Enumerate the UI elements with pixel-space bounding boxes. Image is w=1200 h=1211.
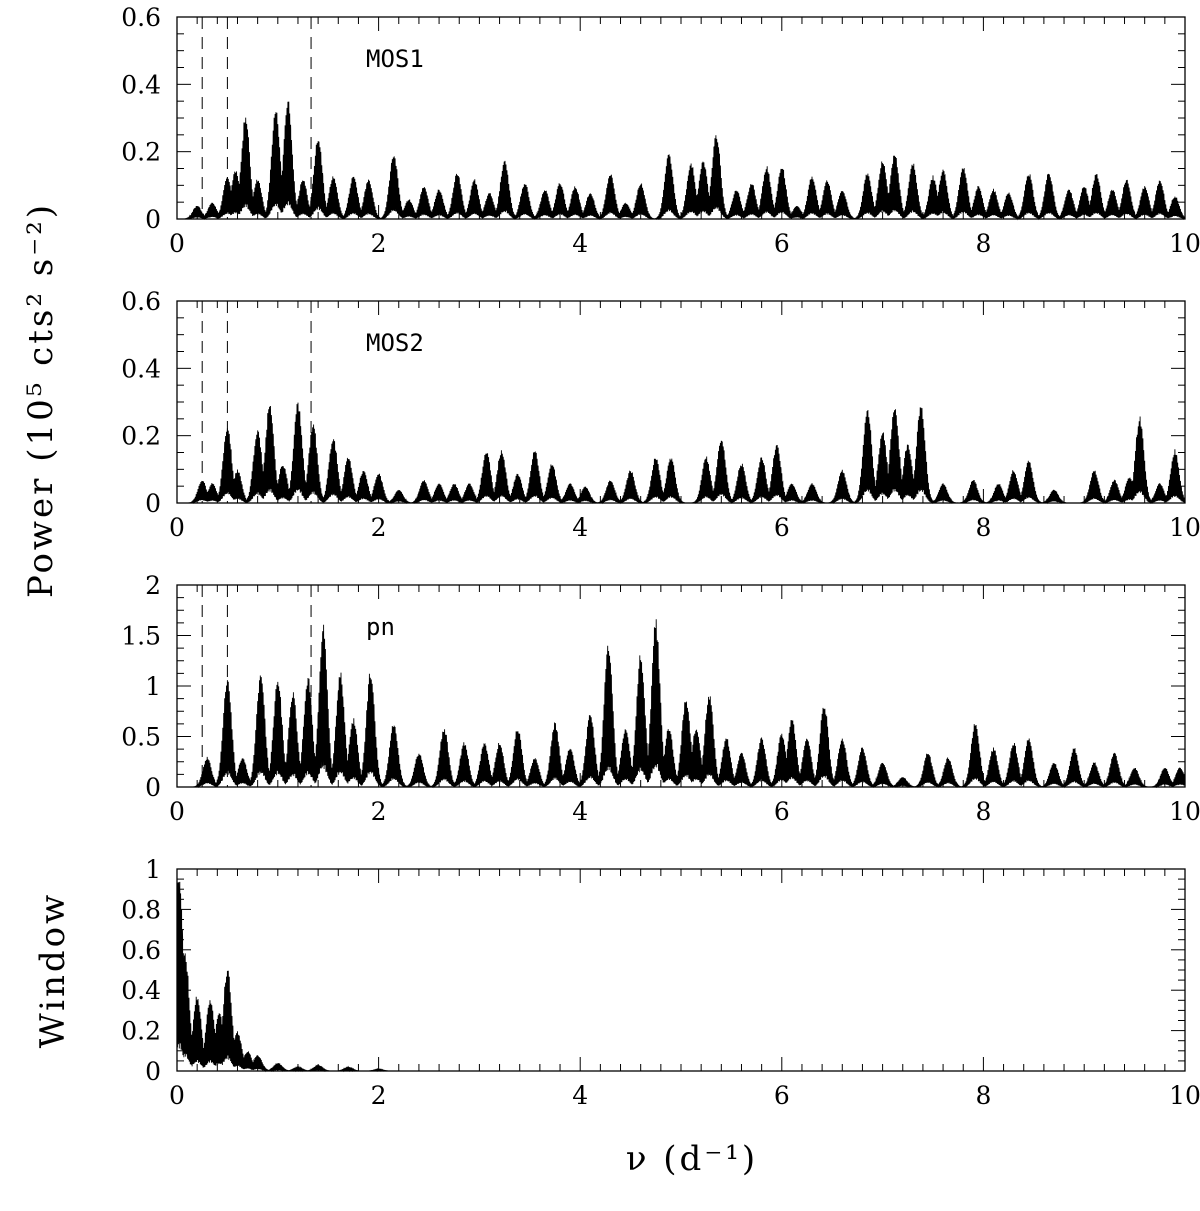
y-tick-label: 0.2 (121, 1017, 161, 1046)
y-tick-label: 0.4 (121, 976, 161, 1005)
y-tick-label: 0 (145, 205, 161, 234)
panel-window: 0 2 4 6 8 10 0 0.2 0.4 0.6 0.8 1 (121, 855, 1200, 1110)
x-tick-label: 0 (169, 229, 185, 258)
x-tick-label: 6 (774, 513, 790, 542)
plot-frame (176, 16, 1186, 220)
panel-label: MOS2 (366, 329, 424, 357)
x-tick-label: 4 (572, 797, 588, 826)
x-tick-label: 10 (1169, 1081, 1200, 1110)
panel-label: MOS1 (366, 45, 424, 73)
x-axis-title: ν (d⁻¹) (626, 1139, 758, 1179)
y-tick-label: 0.8 (121, 895, 161, 924)
x-tick-label: 6 (774, 229, 790, 258)
y-tick-label: 0.5 (121, 723, 161, 752)
y-tick-label: 0.4 (121, 70, 161, 99)
x-tick-label: 0 (169, 1081, 185, 1110)
panel-pn: 0 2 4 6 8 10 0 0.5 1 1.5 2 pn (121, 571, 1200, 826)
y-tick-label: 0.2 (121, 138, 161, 167)
y-axis-title-window: Window (33, 892, 73, 1048)
panel-label: pn (366, 613, 395, 641)
y-tick-label: 2 (145, 571, 161, 600)
x-tick-label: 2 (371, 229, 387, 258)
x-tick-label: 8 (975, 513, 991, 542)
x-tick-label: 2 (371, 797, 387, 826)
power-spectrum-line (177, 619, 1186, 789)
x-tick-label: 10 (1169, 797, 1200, 826)
panel-mos1: 0 2 4 6 8 10 0 0.2 0.4 0.6 MOS1 (121, 3, 1200, 258)
y-tick-label: 0.2 (121, 422, 161, 451)
x-tick-label: 10 (1169, 513, 1200, 542)
x-tick-label: 8 (975, 797, 991, 826)
power-spectrum-line (177, 101, 1186, 221)
y-tick-label: 0.6 (121, 287, 161, 316)
y-tick-label: 0.6 (121, 936, 161, 965)
y-tick-label: 0 (145, 489, 161, 518)
x-tick-label: 2 (371, 513, 387, 542)
x-tick-label: 6 (774, 1081, 790, 1110)
y-tick-label: 1.5 (121, 622, 161, 651)
x-tick-label: 0 (169, 513, 185, 542)
x-tick-label: 0 (169, 797, 185, 826)
panel-mos2: 0 2 4 6 8 10 0 0.2 0.4 0.6 MOS2 (121, 287, 1200, 542)
power-spectrum-line (176, 881, 1185, 1073)
y-tick-label: 0.6 (121, 3, 161, 32)
x-tick-label: 6 (774, 797, 790, 826)
y-tick-label: 0 (145, 773, 161, 802)
y-tick-label: 0 (145, 1057, 161, 1086)
y-tick-label: 1 (145, 672, 161, 701)
x-tick-label: 4 (572, 1081, 588, 1110)
x-tick-label: 4 (572, 513, 588, 542)
x-tick-label: 8 (975, 1081, 991, 1110)
y-axis-title-power: Power (10⁵ cts² s⁻²) (21, 202, 61, 598)
power-spectrum-line (177, 402, 1186, 505)
x-tick-label: 10 (1169, 229, 1200, 258)
plot-frame (176, 868, 1186, 1072)
y-tick-label: 0.4 (121, 354, 161, 383)
x-tick-label: 8 (975, 229, 991, 258)
y-tick-label: 1 (145, 855, 161, 884)
x-tick-label: 2 (371, 1081, 387, 1110)
x-tick-label: 4 (572, 229, 588, 258)
